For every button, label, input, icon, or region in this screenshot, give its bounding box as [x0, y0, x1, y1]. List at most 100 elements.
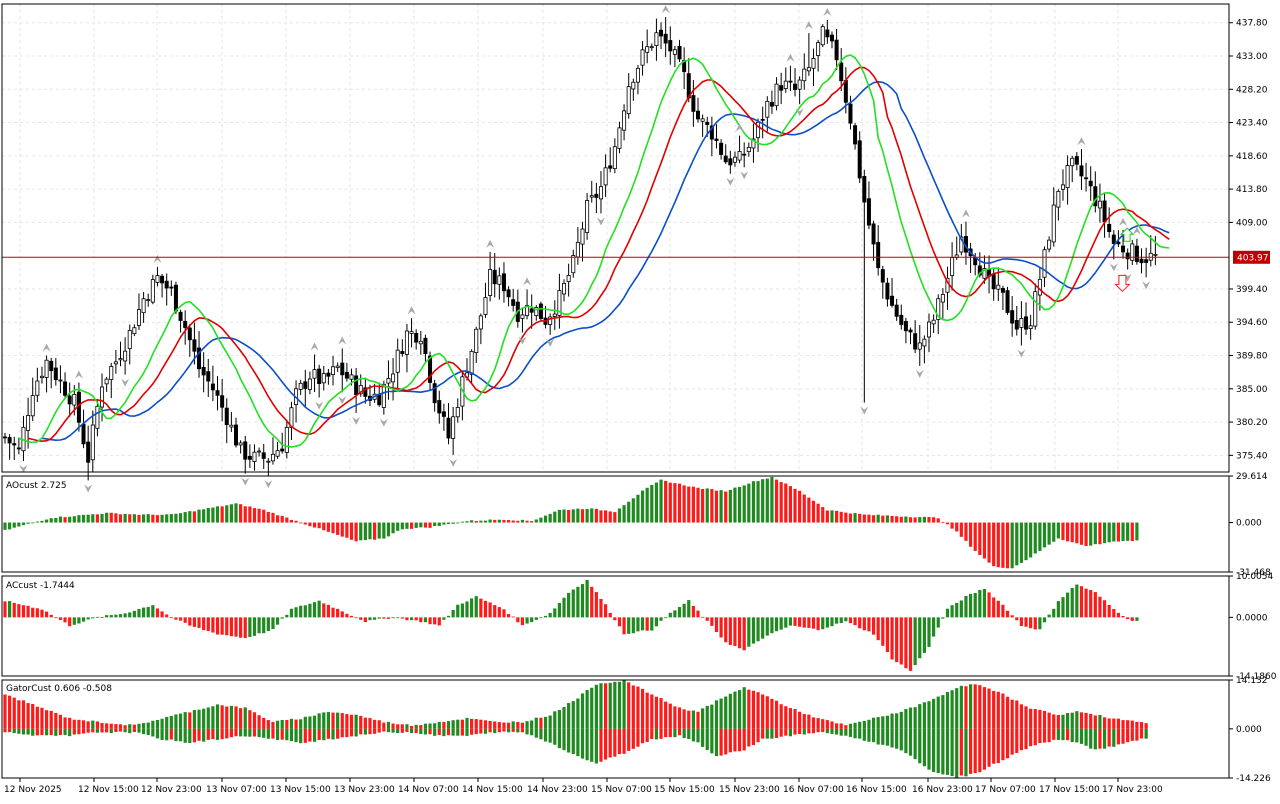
gator-lower-bar	[202, 728, 206, 742]
gator-lower-bar	[54, 728, 58, 736]
ao-bar	[285, 517, 289, 523]
bear-candle	[1144, 259, 1149, 263]
ao-bar	[1061, 522, 1065, 540]
bull-candle	[820, 26, 825, 46]
ac-panel[interactable]	[3, 579, 1139, 671]
gator-upper-bar	[165, 716, 169, 729]
gator-lower-bar	[12, 728, 16, 734]
fractal-down-marker	[795, 108, 804, 117]
bear-candle	[677, 45, 682, 60]
gator-lower-bar	[590, 728, 594, 762]
gator-upper-bar	[322, 712, 326, 729]
ac-bar	[1015, 617, 1019, 621]
price-tick-label: 375.40	[1236, 451, 1268, 461]
gator-lower-bar	[737, 728, 742, 752]
ac-bar	[858, 617, 862, 629]
bull-candle	[811, 58, 816, 69]
ac-bar	[516, 617, 520, 623]
ao-bar	[1107, 522, 1111, 543]
ao-bar	[604, 510, 608, 523]
bull-candle	[816, 42, 821, 56]
gator-upper-bar	[677, 707, 682, 729]
gator-lower-bar	[520, 728, 525, 733]
ac-bar	[1098, 596, 1102, 618]
gator-upper-bar	[922, 702, 926, 729]
fractal-up-marker	[42, 343, 51, 352]
bull-candle	[950, 257, 955, 276]
gator-label: GatorCust 0.606 -0.508	[6, 684, 112, 694]
bear-candle	[187, 327, 192, 341]
ac-bar	[765, 617, 769, 636]
ac-bar	[1135, 617, 1139, 621]
gator-lower-bar	[1038, 728, 1042, 744]
ao-bar	[548, 513, 552, 523]
gator-upper-bar	[737, 690, 742, 729]
gator-upper-bar	[964, 686, 968, 729]
bull-candle	[312, 369, 317, 379]
gator-panel[interactable]	[3, 680, 1148, 779]
ao-bar	[1084, 522, 1088, 546]
bear-candle	[247, 455, 252, 460]
ao-bar	[853, 513, 857, 523]
gator-upper-bar	[885, 715, 890, 729]
ac-bar	[400, 617, 404, 619]
ao-bar	[363, 522, 367, 541]
ao-bar	[650, 484, 654, 523]
gator-upper-bar	[636, 686, 640, 729]
gator-lower-bar	[123, 728, 127, 733]
gator-lower-bar	[1089, 728, 1093, 749]
gator-upper-bar	[400, 724, 404, 729]
gator-upper-bar	[479, 719, 483, 729]
gator-upper-bar	[483, 720, 488, 729]
gator-lower-bar	[1010, 728, 1014, 755]
ac-bar	[1033, 617, 1037, 630]
bear-candle	[788, 80, 793, 83]
gator-lower-bar	[349, 728, 354, 737]
gator-upper-bar	[719, 698, 723, 729]
fractal-up-marker	[823, 8, 832, 17]
bear-candle	[899, 314, 904, 325]
ao-bar	[49, 518, 53, 523]
ao-bar	[1102, 522, 1107, 544]
gator-lower-bar	[35, 728, 39, 736]
ac-bar	[299, 605, 303, 618]
ac-bar	[682, 603, 686, 618]
bear-candle	[492, 269, 497, 285]
bull-candle	[391, 373, 396, 383]
ac-bar	[927, 617, 931, 647]
ac-bar	[835, 617, 839, 624]
gator-lower-bar	[876, 728, 880, 745]
gator-upper-bar	[1052, 714, 1056, 729]
ac-bar	[77, 617, 81, 624]
ac-bar	[751, 617, 756, 644]
bear-candle	[719, 142, 724, 155]
ao-bar	[1024, 522, 1028, 561]
gator-upper-bar	[622, 680, 626, 729]
ac-bar	[1089, 590, 1093, 618]
ao-bar	[1093, 522, 1097, 545]
ac-bar	[932, 617, 936, 637]
gator-upper-bar	[844, 725, 848, 729]
gator-lower-bar	[188, 728, 192, 743]
gator-lower-bar	[922, 728, 926, 767]
bear-candle	[506, 289, 511, 298]
gator-lower-bar	[548, 728, 552, 743]
ac-bar	[696, 610, 700, 618]
bear-candle	[714, 138, 719, 141]
gator-lower-bar	[640, 728, 645, 744]
bull-candle	[478, 315, 483, 330]
gator-upper-bar	[1033, 709, 1037, 729]
ac-bar	[433, 617, 437, 625]
ac-bar	[31, 607, 35, 618]
gator-upper-bar	[363, 717, 367, 729]
fractal-up-marker	[310, 342, 319, 351]
gator-upper-bar	[506, 722, 511, 729]
ao-panel[interactable]	[3, 476, 1139, 569]
bear-candle	[793, 83, 798, 90]
ac-bar	[1038, 617, 1042, 630]
price-panel[interactable]	[2, 5, 1229, 493]
gator-lower-bar	[895, 728, 899, 749]
bull-candle	[1033, 291, 1038, 327]
